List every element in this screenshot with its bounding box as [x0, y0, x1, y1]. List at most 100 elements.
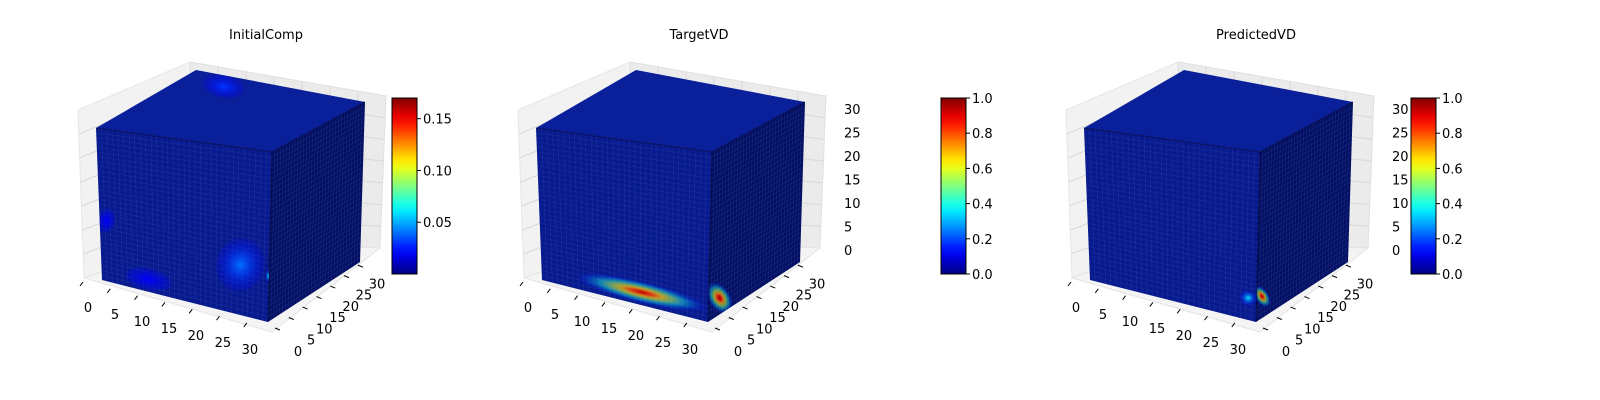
y-tick-label: 30 [1357, 277, 1374, 292]
y-tick-label: 5 [1295, 334, 1303, 349]
y-tick-label: 25 [796, 289, 813, 304]
y-tick-label: 5 [747, 334, 755, 349]
x-tick-label: 25 [655, 336, 672, 351]
z-tick-label: 15 [1392, 174, 1409, 189]
chart-title: TargetVD [668, 28, 728, 43]
colorbar-tick-label: 0.15 [423, 113, 452, 128]
x-tick-label: 25 [1203, 336, 1220, 351]
colorbar-tick-label: 0.0 [1442, 268, 1463, 283]
z-tick-label: 20 [844, 150, 861, 165]
colorbar-tick-label: 0.4 [972, 198, 993, 213]
x-tick-label: 0 [84, 301, 92, 316]
voxel-cube [1083, 70, 1354, 323]
chart-title: InitialComp [229, 28, 303, 43]
y-tick-label: 25 [356, 289, 373, 304]
x-tick-label: 30 [242, 343, 259, 358]
voxel-grid [1084, 103, 1353, 321]
y-tick-label: 10 [756, 323, 773, 338]
z-tick-label: 0 [844, 244, 852, 259]
z-tick-label: 25 [844, 127, 861, 142]
voxel-grid [536, 103, 805, 321]
y-tick-label: 30 [369, 277, 386, 292]
y-tick-label: 15 [769, 311, 786, 326]
y-tick-label: 10 [316, 323, 333, 338]
cube-front-face [1084, 128, 1260, 322]
colorbar-tick-label: 1.0 [1442, 92, 1463, 107]
colorbar-tick-label: 0.05 [423, 216, 452, 231]
voxel-region-spot-front-right-bottom [1239, 290, 1257, 306]
cube-edge [1255, 151, 1261, 323]
y-tick-label: 20 [342, 300, 359, 315]
x-tick-label: 25 [215, 336, 232, 351]
cube-edge [267, 151, 273, 323]
z-tick-label: 0 [1392, 244, 1400, 259]
z-tick-label: 10 [844, 197, 861, 212]
colorbar: 0.05 0.10 0.15 [391, 97, 452, 275]
colorbar-tick-label: 0.2 [1442, 233, 1463, 248]
y-tick-label: 0 [1282, 345, 1290, 360]
x-tick-label: 20 [1176, 329, 1193, 344]
colorbar-tick-label: 0.8 [972, 127, 993, 142]
z-tick-label: 25 [1392, 127, 1409, 142]
voxel-region-spot-side-bottom [1256, 285, 1271, 308]
z-tick-label: 20 [1392, 150, 1409, 165]
cube-top-face [1084, 70, 1353, 152]
colorbar-gradient [1410, 97, 1437, 275]
y-tick-label: 10 [1304, 323, 1321, 338]
z-tick-label: 30 [844, 103, 861, 118]
voxel-region-blob-side-bottom [708, 282, 733, 314]
z-tick-label: 5 [1392, 221, 1400, 236]
y-tick-label: 20 [1330, 300, 1347, 315]
y-tick-label: 0 [734, 345, 742, 360]
y-tick-label: 15 [1317, 311, 1334, 326]
voxel-cube [535, 70, 806, 323]
cube-side-face [268, 102, 365, 322]
x-tick-label: 20 [188, 329, 205, 344]
cube-edge [707, 151, 713, 323]
colorbar-gradient [940, 97, 967, 275]
x-tick-label: 15 [161, 322, 178, 337]
cube-top-face [536, 70, 805, 152]
x-tick-label: 0 [1072, 301, 1080, 316]
x-tick-label: 15 [601, 322, 618, 337]
cube-front-face [536, 128, 712, 322]
x-tick-label: 10 [1122, 315, 1139, 330]
z-tick-label: 30 [1392, 103, 1409, 118]
colorbar-tick-label: 0.6 [1442, 162, 1463, 177]
colorbar: 0.0 0.2 0.4 0.6 0.8 1.0 [1410, 92, 1463, 283]
x-tick-label: 5 [1099, 308, 1107, 323]
voxel-region-blob-top-back [203, 74, 244, 99]
colorbar-tick-label: 0.4 [1442, 198, 1463, 213]
colorbar-gradient [391, 97, 418, 275]
colorbar-tick-label: 0.0 [972, 268, 993, 283]
z-tick-label: 15 [844, 174, 861, 189]
cube-side-face [708, 102, 805, 322]
cube-top-face [96, 70, 365, 152]
chart-title: PredictedVD [1216, 28, 1296, 43]
y-tick-label: 15 [329, 311, 346, 326]
x-tick-label: 20 [628, 329, 645, 344]
x-tick-label: 15 [1149, 322, 1166, 337]
y-tick-label: 0 [294, 345, 302, 360]
y-tick-label: 20 [782, 300, 799, 315]
voxel-region-blob-front-left-low [124, 267, 172, 292]
voxel-region-blob-front-left-edge [97, 208, 116, 233]
x-tick-label: 10 [574, 315, 591, 330]
x-tick-label: 5 [551, 308, 559, 323]
colorbar-tick-label: 0.8 [1442, 127, 1463, 142]
colorbar-tick-label: 0.6 [972, 162, 993, 177]
z-tick-label: 5 [844, 221, 852, 236]
colorbar-tick-label: 0.10 [423, 165, 452, 180]
colorbar-tick-label: 1.0 [972, 92, 993, 107]
voxel-cube [95, 70, 366, 323]
y-tick-label: 30 [809, 277, 826, 292]
x-tick-label: 10 [134, 315, 151, 330]
voxel-region-streak-front-bottom [578, 273, 705, 311]
x-tick-label: 5 [111, 308, 119, 323]
cube-side-face [1256, 102, 1353, 322]
y-tick-label: 5 [307, 334, 315, 349]
